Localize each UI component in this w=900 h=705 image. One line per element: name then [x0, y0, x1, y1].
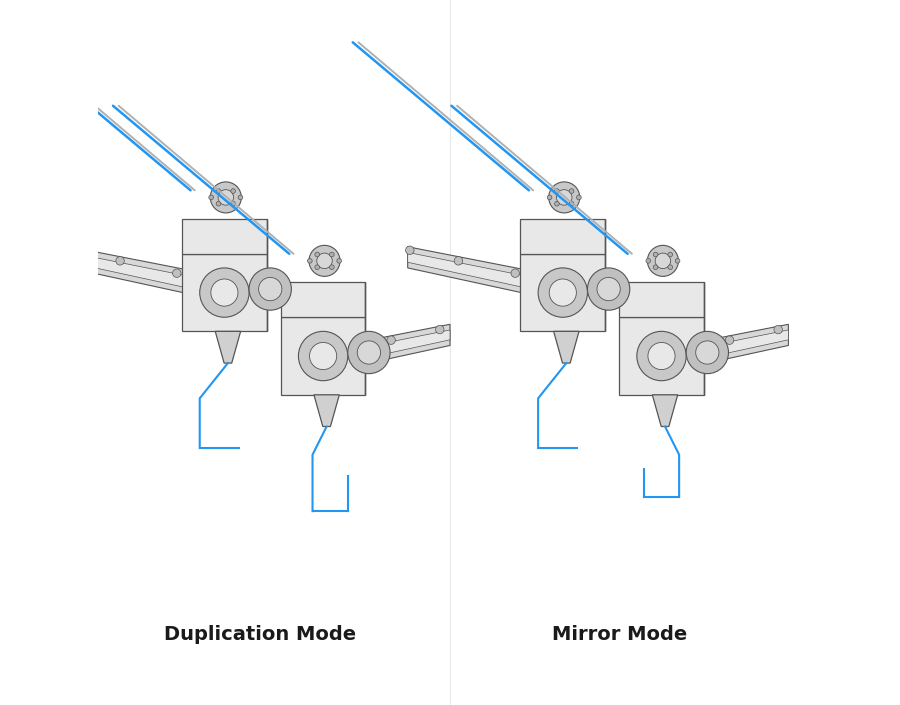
Polygon shape: [69, 252, 231, 298]
Circle shape: [216, 202, 220, 206]
Circle shape: [211, 279, 238, 306]
Circle shape: [668, 265, 672, 269]
Circle shape: [317, 253, 332, 269]
Circle shape: [347, 331, 390, 374]
Circle shape: [725, 336, 734, 344]
Circle shape: [554, 189, 559, 193]
Circle shape: [258, 277, 282, 300]
Polygon shape: [182, 254, 266, 331]
Circle shape: [308, 259, 312, 263]
Circle shape: [588, 268, 630, 310]
Circle shape: [637, 331, 686, 381]
Circle shape: [209, 195, 213, 200]
Circle shape: [200, 268, 249, 317]
Polygon shape: [619, 317, 704, 395]
Circle shape: [454, 257, 463, 265]
Circle shape: [538, 268, 588, 317]
Circle shape: [387, 336, 395, 344]
Circle shape: [554, 202, 559, 206]
Polygon shape: [281, 317, 365, 395]
Circle shape: [436, 325, 444, 333]
Circle shape: [547, 195, 552, 200]
Circle shape: [337, 259, 341, 263]
Polygon shape: [626, 330, 788, 375]
Polygon shape: [288, 324, 450, 381]
Polygon shape: [408, 252, 570, 298]
Circle shape: [577, 195, 581, 200]
Polygon shape: [520, 254, 605, 331]
Circle shape: [653, 252, 658, 257]
Circle shape: [249, 268, 292, 310]
Circle shape: [299, 331, 347, 381]
Text: Duplication Mode: Duplication Mode: [164, 625, 356, 644]
Circle shape: [556, 190, 572, 205]
Circle shape: [549, 279, 576, 306]
Circle shape: [653, 265, 658, 269]
Circle shape: [669, 348, 677, 357]
Polygon shape: [619, 282, 704, 317]
Circle shape: [315, 252, 320, 257]
Text: Mirror Mode: Mirror Mode: [552, 625, 687, 644]
Polygon shape: [288, 330, 450, 375]
Circle shape: [211, 182, 241, 213]
Circle shape: [218, 190, 234, 205]
Circle shape: [330, 348, 338, 357]
Polygon shape: [408, 247, 570, 303]
Circle shape: [230, 202, 236, 206]
Polygon shape: [520, 219, 605, 254]
Circle shape: [696, 341, 719, 364]
Circle shape: [329, 252, 334, 257]
Circle shape: [668, 252, 672, 257]
Circle shape: [406, 246, 414, 255]
Circle shape: [648, 343, 675, 369]
Circle shape: [238, 195, 243, 200]
Polygon shape: [182, 219, 266, 254]
Polygon shape: [215, 331, 240, 363]
Polygon shape: [554, 331, 579, 363]
Circle shape: [647, 245, 679, 276]
Circle shape: [569, 189, 574, 193]
Circle shape: [511, 269, 519, 277]
Circle shape: [230, 189, 236, 193]
Circle shape: [549, 182, 580, 213]
Circle shape: [675, 259, 680, 263]
Circle shape: [569, 202, 574, 206]
Polygon shape: [314, 395, 339, 427]
Circle shape: [309, 245, 340, 276]
Circle shape: [310, 343, 337, 369]
Circle shape: [116, 257, 124, 265]
Circle shape: [315, 265, 320, 269]
Circle shape: [216, 189, 220, 193]
Circle shape: [774, 325, 782, 333]
Polygon shape: [626, 324, 788, 381]
Circle shape: [68, 246, 76, 255]
Circle shape: [655, 253, 670, 269]
Circle shape: [329, 265, 334, 269]
Polygon shape: [652, 395, 678, 427]
Circle shape: [686, 331, 728, 374]
Circle shape: [646, 259, 651, 263]
Circle shape: [357, 341, 381, 364]
Polygon shape: [69, 247, 231, 303]
Circle shape: [597, 277, 620, 300]
Polygon shape: [281, 282, 365, 317]
Circle shape: [173, 269, 181, 277]
